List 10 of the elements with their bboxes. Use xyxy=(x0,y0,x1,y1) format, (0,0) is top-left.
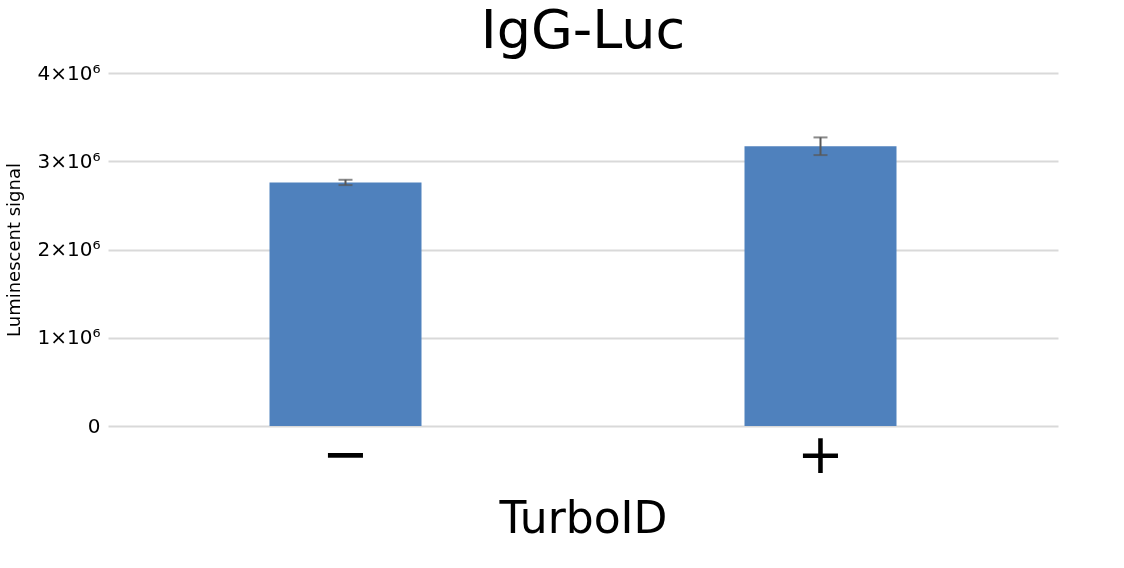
chart-title: IgG-Luc xyxy=(480,0,686,61)
y-tick-label: 0 xyxy=(87,413,101,438)
x-tick-label: − xyxy=(322,420,369,486)
y-tick-label: 2×10⁶ xyxy=(37,237,101,261)
x-axis-title: TurboID xyxy=(498,491,668,543)
x-tick-label: + xyxy=(797,420,844,486)
y-tick-label: 1×10⁶ xyxy=(37,325,101,350)
y-tick-label: 4×10⁶ xyxy=(37,60,101,85)
y-tick-label: 3×10⁶ xyxy=(37,148,101,173)
y-axis-title: Luminescent signal xyxy=(2,163,24,337)
